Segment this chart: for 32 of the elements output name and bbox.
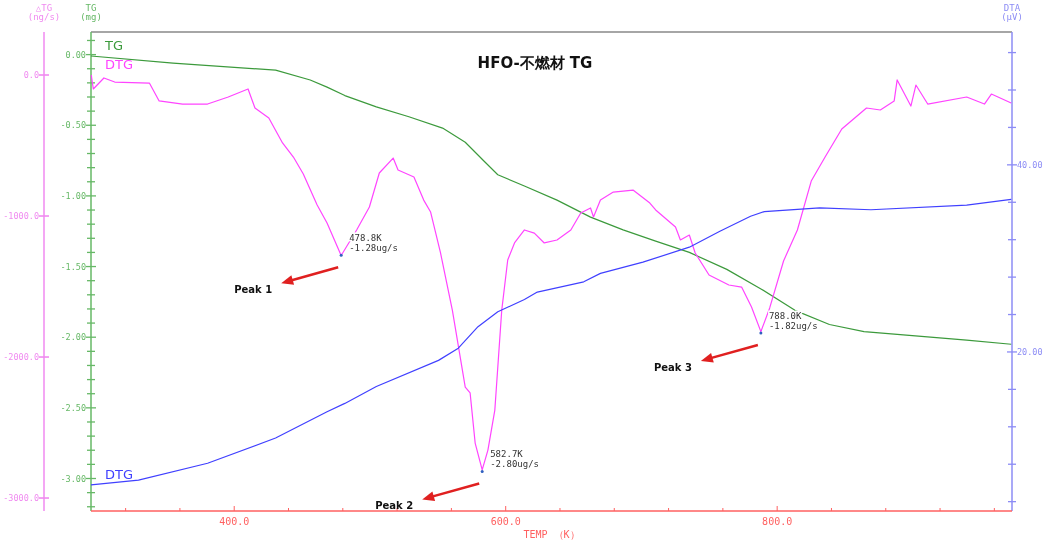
series-label: DTG <box>105 57 134 73</box>
x-tick-label: 400.0 <box>219 516 250 527</box>
y3-tick-label: -1000.0 <box>3 211 39 222</box>
annotation: 788.0K -1.82ug/s <box>768 310 818 331</box>
y-tick-label: -2.00 <box>60 332 86 343</box>
annotation: Peak 1 <box>234 284 273 296</box>
line-series <box>90 74 1012 471</box>
y3-tick-label: 0.0 <box>23 70 39 81</box>
y-tick-label: -1.50 <box>60 261 86 272</box>
line-series <box>90 198 1012 486</box>
y3-axis-title: △TG (ng/s) <box>27 3 61 22</box>
y-tick-label: -1.00 <box>60 190 86 201</box>
y3-tick-label: -2000.0 <box>3 352 39 363</box>
line-series <box>90 55 1012 345</box>
x-tick-label: 800.0 <box>762 516 793 527</box>
y-axis-title: TG (mg) <box>80 3 102 22</box>
y2-tick-label: 40.00 <box>1017 159 1043 170</box>
text: HFO-不燃材 TG <box>477 54 593 72</box>
y2-tick-label: 20.00 <box>1017 346 1043 357</box>
series-label: DTG <box>105 466 134 482</box>
annotation: 582.7K -2.80ug/s <box>490 449 539 470</box>
y-tick-label: 0.00 <box>65 49 86 60</box>
y-tick-label: -2.50 <box>60 402 86 413</box>
x-axis-title: TEMP （K） <box>523 529 580 540</box>
y2-axis-title: DTA (μV) <box>1001 3 1023 22</box>
annotation: Peak 3 <box>653 361 692 373</box>
x-tick-label: 600.0 <box>490 516 521 527</box>
y-tick-label: -0.50 <box>60 120 86 131</box>
annotation: Peak 2 <box>375 500 414 512</box>
y3-tick-label: -3000.0 <box>3 493 39 504</box>
y-tick-label: -3.00 <box>60 473 86 484</box>
series-label: TG <box>104 38 124 54</box>
